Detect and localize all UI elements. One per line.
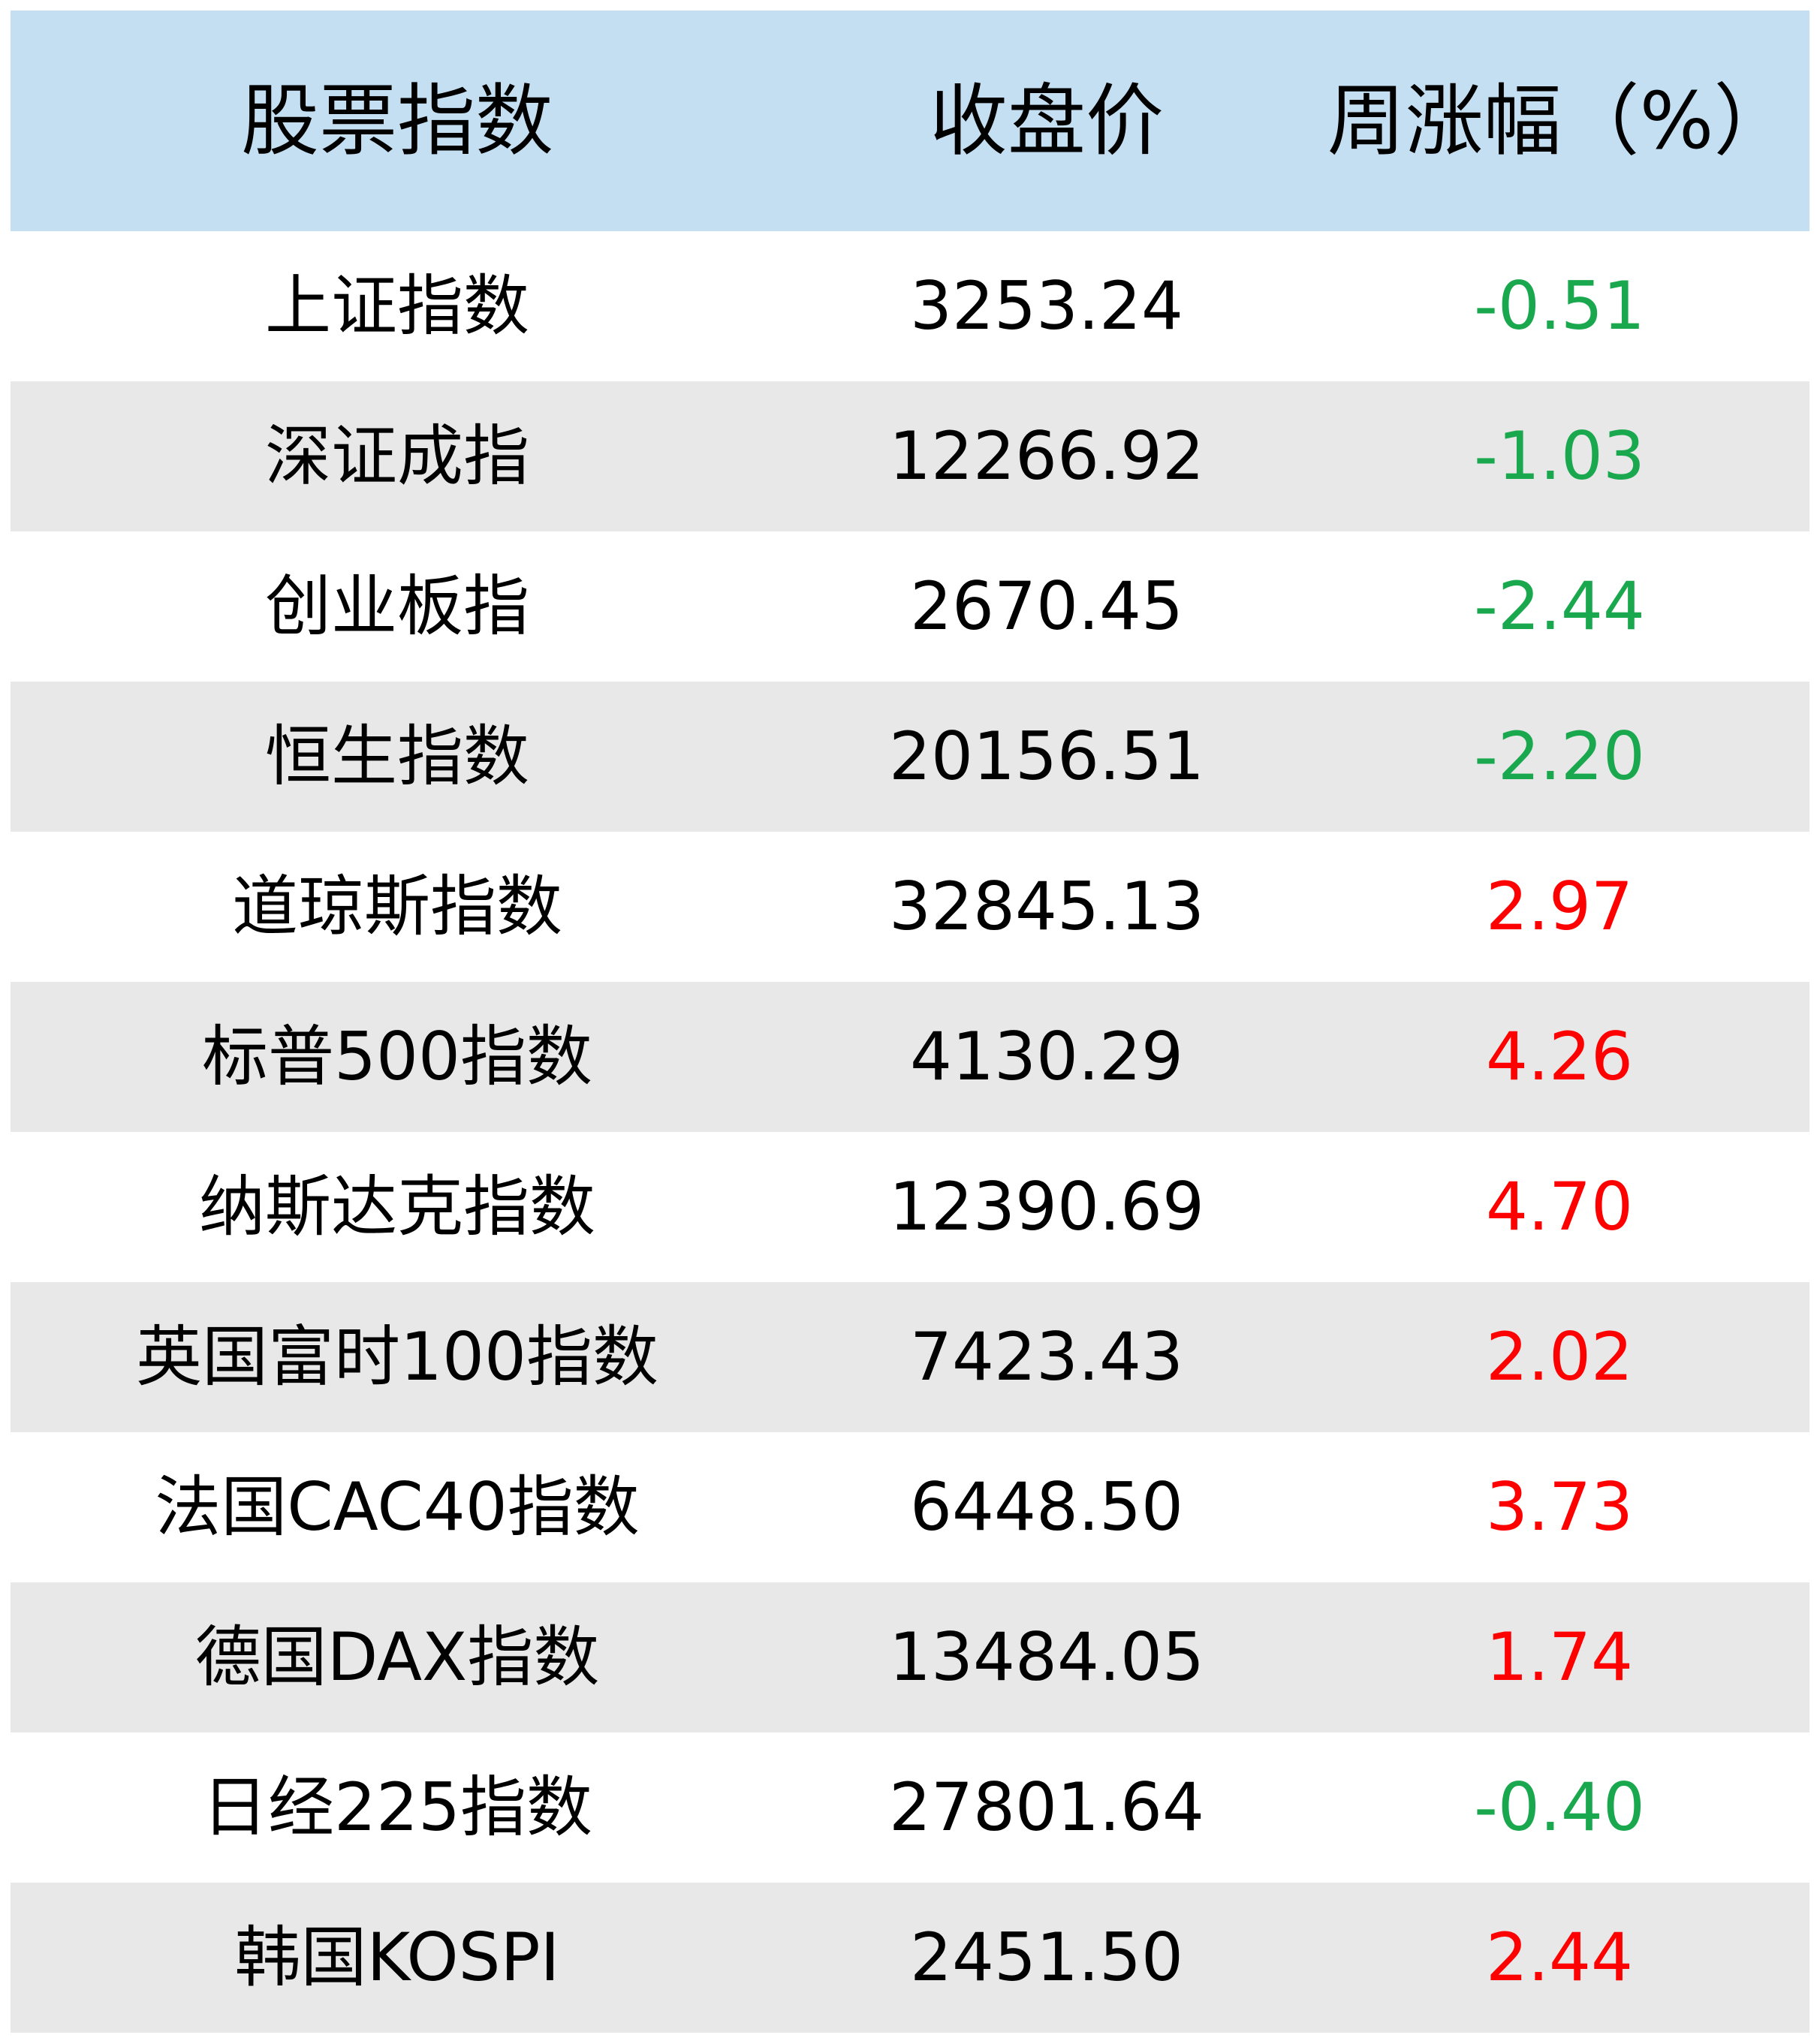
close-price: 2670.45 xyxy=(910,567,1183,645)
close-price: 12390.69 xyxy=(889,1168,1204,1245)
table-header: 股票指数 收盘价 周涨幅（%） xyxy=(11,11,1809,231)
table-row: 英国富时100指数 7423.43 2.02 xyxy=(11,1282,1809,1432)
index-name: 道琼斯指数 xyxy=(231,868,562,945)
index-name: 恒生指数 xyxy=(264,718,529,795)
table-row: 德国DAX指数 13484.05 1.74 xyxy=(11,1582,1809,1732)
table-row: 法国CAC40指数 6448.50 3.73 xyxy=(11,1432,1809,1582)
weekly-change: -2.20 xyxy=(1474,718,1645,795)
stock-index-table: 股票指数 收盘价 周涨幅（%） 上证指数 3253.24 -0.51 深证成指 … xyxy=(11,11,1809,2033)
close-price: 4130.29 xyxy=(910,1018,1183,1095)
index-name: 创业板指 xyxy=(264,567,529,645)
index-name: 纳斯达克指数 xyxy=(198,1168,595,1245)
close-price: 32845.13 xyxy=(889,868,1204,945)
weekly-change: 1.74 xyxy=(1486,1618,1633,1696)
table-row: 纳斯达克指数 12390.69 4.70 xyxy=(11,1132,1809,1282)
weekly-change: 4.70 xyxy=(1486,1168,1633,1245)
close-price: 27801.64 xyxy=(889,1769,1204,1846)
close-price: 12266.92 xyxy=(889,417,1204,495)
close-price: 7423.43 xyxy=(910,1318,1183,1395)
weekly-change: -2.44 xyxy=(1474,567,1645,645)
weekly-change: 2.97 xyxy=(1486,868,1633,945)
table-row: 韩国KOSPI 2451.50 2.44 xyxy=(11,1883,1809,2033)
weekly-change: -0.51 xyxy=(1474,267,1645,345)
weekly-change: -0.40 xyxy=(1474,1769,1645,1846)
table-row: 上证指数 3253.24 -0.51 xyxy=(11,231,1809,381)
table-row: 深证成指 12266.92 -1.03 xyxy=(11,381,1809,531)
close-price: 6448.50 xyxy=(910,1468,1183,1546)
index-name: 标普500指数 xyxy=(202,1018,592,1095)
header-index-name: 股票指数 xyxy=(240,75,553,167)
index-name: 韩国KOSPI xyxy=(234,1919,560,1996)
weekly-change: -1.03 xyxy=(1474,417,1645,495)
close-price: 13484.05 xyxy=(889,1618,1204,1696)
weekly-change: 3.73 xyxy=(1486,1468,1633,1546)
index-name: 德国DAX指数 xyxy=(194,1618,600,1696)
weekly-change: 2.44 xyxy=(1486,1919,1633,1996)
table-row: 道琼斯指数 32845.13 2.97 xyxy=(11,832,1809,982)
close-price: 2451.50 xyxy=(910,1919,1183,1996)
index-name: 英国富时100指数 xyxy=(136,1318,658,1395)
table-row: 恒生指数 20156.51 -2.20 xyxy=(11,682,1809,832)
close-price: 3253.24 xyxy=(910,267,1183,345)
weekly-change: 4.26 xyxy=(1486,1018,1633,1095)
weekly-change: 2.02 xyxy=(1486,1318,1633,1395)
table-row: 标普500指数 4130.29 4.26 xyxy=(11,982,1809,1132)
index-name: 法国CAC40指数 xyxy=(155,1468,640,1546)
index-name: 上证指数 xyxy=(264,267,529,345)
table-row: 日经225指数 27801.64 -0.40 xyxy=(11,1732,1809,1883)
close-price: 20156.51 xyxy=(889,718,1204,795)
header-close-price: 收盘价 xyxy=(929,75,1164,167)
table-row: 创业板指 2670.45 -2.44 xyxy=(11,531,1809,682)
header-weekly-change: 周涨幅（%） xyxy=(1327,75,1792,167)
index-name: 日经225指数 xyxy=(202,1769,592,1846)
index-name: 深证成指 xyxy=(264,417,529,495)
